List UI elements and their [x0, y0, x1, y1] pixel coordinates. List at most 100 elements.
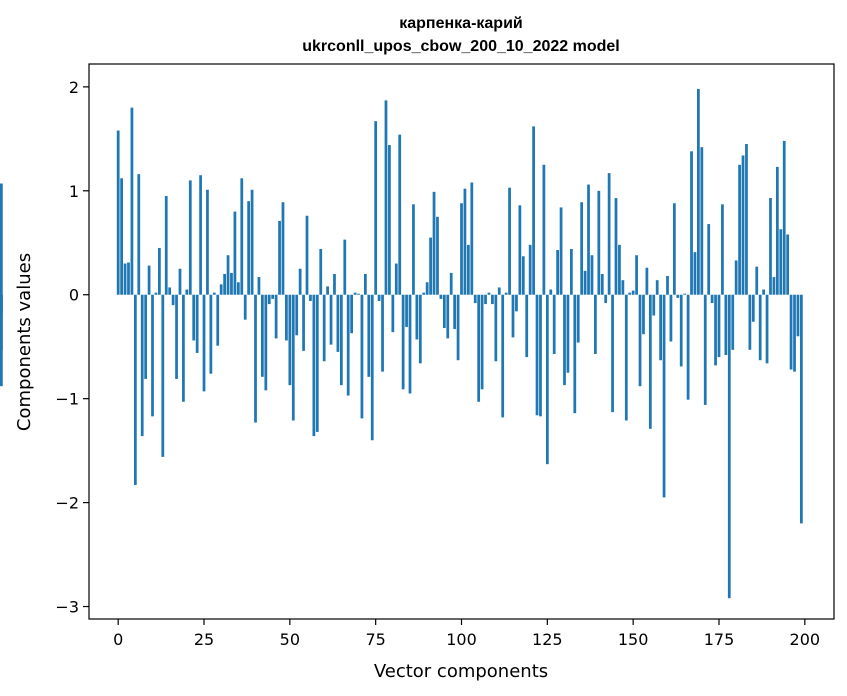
bar: [648, 294, 652, 429]
y-tick-label: 2: [69, 78, 79, 97]
bar: [587, 184, 590, 295]
bar: [182, 294, 185, 402]
x-tick-label: 25: [194, 630, 214, 649]
bar: [374, 121, 378, 295]
bar: [439, 294, 443, 299]
bar: [278, 220, 281, 295]
bar: [765, 294, 769, 364]
bar: [120, 178, 123, 295]
bar: [473, 294, 477, 304]
bar: [192, 294, 196, 341]
bar: [161, 294, 165, 457]
bar: [614, 198, 618, 295]
bar: [762, 289, 765, 295]
bar: [666, 276, 669, 295]
bar: [539, 294, 542, 417]
bar: [655, 280, 659, 295]
bar: [497, 287, 501, 295]
bar: [319, 249, 323, 295]
bar: [353, 292, 357, 295]
chart-title: карпенка-карий: [399, 15, 523, 32]
bar: [758, 294, 762, 361]
bar: [721, 204, 724, 295]
bar: [525, 294, 529, 358]
bar: [195, 294, 199, 353]
bar: [466, 244, 470, 295]
bar: [370, 294, 374, 441]
bar: [147, 265, 151, 295]
bar: [621, 280, 625, 295]
y-tick-label: −2: [55, 494, 79, 513]
bar: [456, 294, 460, 361]
bar: [501, 294, 505, 418]
bar: [697, 88, 700, 295]
bar: [233, 211, 237, 295]
bar: [449, 272, 453, 295]
bar: [487, 292, 491, 295]
bar: [168, 287, 172, 295]
bar: [302, 294, 305, 351]
y-tick-label: 0: [69, 286, 79, 305]
bar: [569, 249, 573, 295]
bar: [137, 174, 141, 295]
bar: [556, 250, 560, 295]
bar: [662, 294, 666, 498]
bar: [315, 294, 319, 432]
bar: [442, 294, 446, 328]
bar: [267, 294, 271, 305]
bar: [202, 294, 206, 392]
bar: [511, 294, 515, 338]
bar: [343, 239, 347, 295]
bar: [717, 294, 721, 358]
bar: [364, 273, 367, 295]
bar: [185, 289, 189, 295]
bar: [504, 292, 508, 295]
x-tick-label: 50: [280, 630, 300, 649]
x-tick-label: 100: [446, 630, 477, 649]
bar: [745, 144, 748, 295]
bar: [779, 229, 783, 295]
bar: [212, 292, 216, 295]
bar: [515, 294, 518, 312]
bar: [545, 294, 549, 465]
bar: [405, 294, 408, 327]
bar: [288, 294, 292, 386]
bar: [257, 277, 261, 295]
bar: [573, 294, 577, 414]
bar: [336, 294, 340, 352]
bar: [549, 289, 553, 295]
bar: [151, 294, 154, 417]
bar: [422, 292, 426, 295]
bar: [0, 183, 3, 295]
bar: [590, 255, 594, 295]
bar: [693, 252, 697, 295]
bar: [741, 155, 745, 295]
bar: [144, 294, 148, 379]
bar: [638, 294, 642, 387]
bar: [679, 294, 683, 367]
bar: [295, 294, 299, 336]
bar: [542, 164, 546, 295]
bar: [703, 294, 707, 405]
bar: [566, 294, 570, 373]
y-tick-label: 1: [69, 182, 79, 201]
bar: [789, 294, 793, 370]
bar: [618, 244, 621, 295]
bar: [429, 237, 432, 295]
bar: [645, 267, 649, 295]
bar: [230, 272, 233, 295]
bar: [463, 188, 467, 295]
bar: [491, 294, 494, 305]
bar: [127, 262, 130, 295]
bar: [254, 294, 257, 423]
bar: [164, 195, 168, 295]
bar: [357, 293, 360, 295]
bar: [412, 204, 415, 295]
bar: [731, 294, 735, 350]
bar: [751, 294, 755, 322]
bar: [123, 263, 127, 295]
plot-frame: [88, 63, 835, 620]
bar: [628, 292, 632, 295]
bar: [480, 294, 484, 390]
